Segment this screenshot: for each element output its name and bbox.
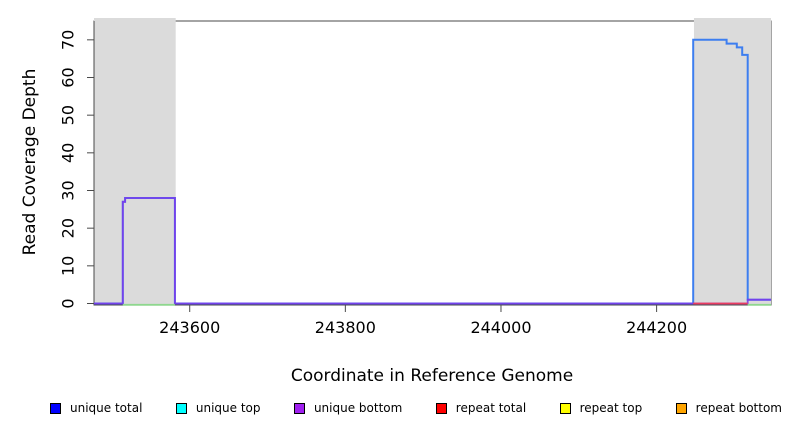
legend-label-unique-bottom: unique bottom [313,401,403,415]
legend-item-unique-top: unique top [175,401,261,415]
y-tick-label: 60 [59,67,78,87]
legend-swatch-repeat-bottom [675,402,687,414]
legend-label-repeat-bottom: repeat bottom [695,401,782,415]
legend-label-unique-total: unique total [70,401,143,415]
y-axis-title: Read Coverage Depth [20,68,40,256]
legend-item-repeat-bottom: repeat bottom [675,401,782,415]
legend-item-repeat-total: repeat total [435,401,527,415]
highlight-region-2 [693,18,771,305]
y-tick-label: 20 [59,218,78,238]
legend-item-unique-total: unique total [50,402,142,414]
x-tick-label: 243600 [159,318,220,337]
y-tick-label: 70 [59,30,78,50]
x-tick-label: 243800 [315,318,376,337]
x-tick-label: 244200 [626,318,687,337]
legend-label-repeat-total: repeat total [455,401,527,415]
x-axis-title: Coordinate in Reference Genome [290,366,574,386]
legend-label-unique-top: unique top [195,401,261,415]
legend-swatch-repeat-total [435,402,447,414]
x-tick-label: 244000 [470,318,531,337]
plot-box [93,20,772,306]
y-tick-label: 0 [59,298,78,308]
legend-swatch-repeat-top [559,402,571,414]
highlight-region-1 [94,18,176,305]
y-tick-label: 50 [59,105,78,125]
series-unique-total [94,38,771,305]
legend-item-repeat-top: repeat top [559,401,643,415]
plot-legend: unique total unique top unique bottom repea… [50,397,782,419]
y-tick-label: 10 [59,256,78,276]
legend-item-unique-bottom: unique bottom [293,401,403,415]
legend-swatch-unique-top [175,402,187,414]
legend-swatch-unique-bottom [293,402,305,414]
y-tick-label: 40 [59,143,78,163]
legend-label-repeat-top: repeat top [579,401,643,415]
y-tick-label: 30 [59,180,78,200]
legend-swatch-unique-total [50,402,61,414]
series-unique-bottom [94,197,771,305]
